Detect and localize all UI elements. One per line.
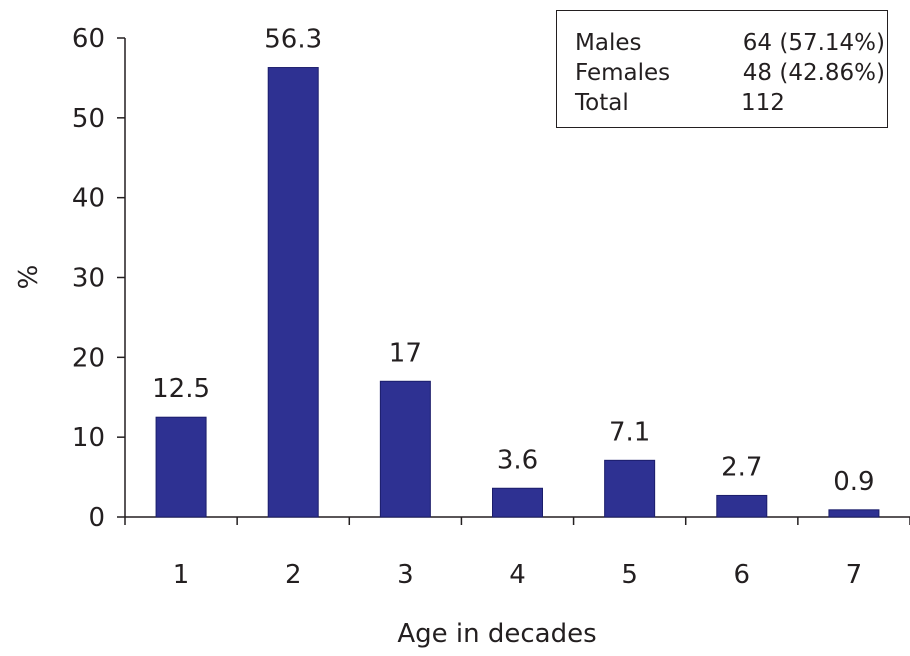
bar [155, 416, 207, 518]
legend-row-males: Males 64 (57.14%) [575, 29, 885, 57]
y-axis: 0 10 20 30 40 50 60 [72, 24, 126, 533]
data-label: 17 [389, 338, 422, 368]
data-label: 12.5 [152, 374, 210, 404]
x-tick-label: 6 [734, 560, 751, 590]
y-tick-label: 60 [72, 24, 105, 54]
data-labels: 12.5 56.3 17 3.6 7.1 2.7 0.9 [152, 25, 874, 497]
data-label: 56.3 [264, 25, 322, 55]
bar [492, 487, 543, 518]
y-tick-label: 30 [72, 264, 105, 294]
x-axis-title: Age in decades [397, 619, 596, 649]
bar [604, 459, 656, 518]
x-tick-label: 5 [621, 560, 638, 590]
x-tick-label: 1 [173, 560, 190, 590]
data-label: 0.9 [833, 467, 874, 497]
legend-label: Total [575, 90, 629, 116]
data-label: 2.7 [721, 452, 762, 482]
x-tick-label: 2 [285, 560, 302, 590]
y-tick-label: 20 [72, 343, 105, 373]
bar [716, 494, 768, 518]
legend-box: Males 64 (57.14%) Females 48 (42.86%) To… [556, 10, 888, 128]
x-tick-label: 3 [397, 560, 414, 590]
data-label: 7.1 [609, 417, 650, 447]
legend-row-total: Total 112 [575, 89, 885, 117]
legend-label: Males [575, 30, 642, 56]
y-axis-title: % [14, 265, 44, 290]
bar [828, 509, 880, 518]
legend-label: Females [575, 60, 671, 86]
y-tick-label: 50 [72, 104, 105, 134]
data-label: 3.6 [497, 445, 538, 475]
legend-row-females: Females 48 (42.86%) [575, 59, 885, 87]
bar [379, 380, 431, 518]
bars [155, 67, 880, 518]
legend-value: 64 (57.14%) [742, 30, 885, 56]
x-tick-label: 7 [846, 560, 863, 590]
y-tick-label: 40 [72, 184, 105, 214]
y-tick-label: 10 [72, 423, 105, 453]
y-tick-label: 0 [88, 503, 105, 533]
bar [267, 67, 319, 518]
x-tick-label: 4 [509, 560, 526, 590]
legend-value: 48 (42.86%) [742, 60, 885, 86]
legend-value: 112 [741, 90, 785, 116]
x-axis: 1 2 3 4 5 6 7 [124, 516, 910, 590]
